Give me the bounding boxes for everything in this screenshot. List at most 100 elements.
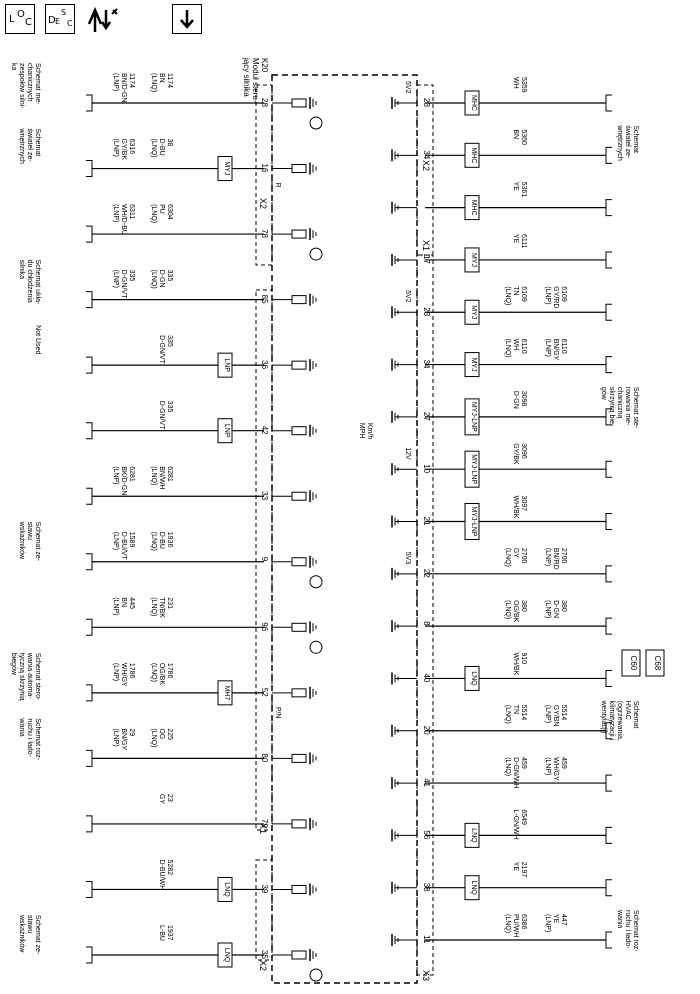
wire-label-lnp-line: 6311 — [128, 204, 135, 219]
pin-number-line: 34 — [422, 360, 431, 369]
option-box-lnq[interactable]: LNQ — [217, 876, 233, 902]
pin-number: 36 — [260, 360, 269, 369]
wire-label-lnq-line: (LNQ) — [504, 914, 511, 933]
circuit-block-label-line: świateł ze- — [624, 125, 631, 159]
option-box-mhc[interactable]: MHC — [464, 90, 480, 116]
wire-label-lnp-line: 1174 — [128, 73, 135, 88]
wire-label-lnq-line: D-GN/WH — [512, 757, 519, 789]
option-box-lnq[interactable]: LNQ — [464, 822, 480, 848]
pin-number: 23 — [422, 307, 431, 316]
wire-label-lnp-line: BN/GY — [552, 339, 559, 361]
option-box-myj[interactable]: MYJ — [217, 156, 233, 182]
wire-label-lnq: 1174BN(LNQ) — [150, 73, 173, 92]
wire-label-lnq-line: 3097 — [520, 496, 527, 512]
pin-number-line: 96 — [260, 622, 269, 631]
wire-label-lnp: 6281BK/D-GN(LNP) — [112, 466, 135, 495]
circuit-block-label-line: gów — [600, 387, 607, 401]
ground-symbol — [309, 228, 317, 241]
pin-number: 21 — [422, 517, 431, 526]
circuit-block-label: Schemat ze-stawuwskaźników — [18, 521, 41, 562]
option-box-lnp[interactable]: LNP — [217, 418, 233, 444]
location-button[interactable]: L O C — [5, 4, 35, 34]
wire-label-lnq: 3097WH/BK — [512, 496, 527, 519]
wire-label-lnp-line: BN — [120, 597, 127, 607]
option-box-lnp[interactable]: LNP — [217, 352, 233, 378]
wire-label-lnp-line: 6281 — [128, 466, 135, 482]
description-button[interactable]: D E S C — [45, 4, 75, 34]
option-box-lnq[interactable]: LNQ — [217, 942, 233, 968]
brake-icon — [309, 247, 323, 261]
pin-number: 85 — [260, 295, 269, 304]
ground-symbol — [309, 752, 317, 765]
option-box-mh7[interactable]: MH7 — [217, 680, 233, 706]
wire-label-lnq: 6304PU(LNQ) — [150, 204, 173, 223]
ground-symbol — [391, 149, 399, 162]
wire-label-lnq-line: (LNQ) — [150, 270, 157, 289]
right-circuit-40: 40 LNQ 910WH/BK — [391, 652, 612, 691]
option-c60-box[interactable] — [621, 649, 641, 677]
wire-label-lnq-line: TN/BK — [158, 597, 165, 618]
pin-number-line: 22 — [422, 569, 431, 578]
option-box-myj[interactable]: MYJ — [464, 352, 480, 378]
wire-label-lnq-line: D-GN — [512, 391, 519, 409]
wire-label-lnq-line: 1937 — [166, 925, 173, 941]
wire-label-lnq-line: WH — [512, 339, 519, 351]
wire-label-lnp: 6110BN/GY(LNP) — [544, 339, 567, 361]
option-box-lnq[interactable]: LNQ — [464, 875, 480, 901]
option-box-lnq[interactable]: LNQ — [464, 665, 480, 691]
connector-x1-strip — [255, 289, 273, 831]
option-box-myj[interactable]: MYJ — [464, 247, 480, 273]
wire-label-lnp-line: GY/RD — [552, 286, 559, 308]
connector-bracket — [605, 251, 612, 269]
ground-symbol — [309, 162, 317, 175]
loc-letter: C — [25, 17, 32, 28]
circuit-block-label-line: silnika — [18, 260, 25, 280]
pin-number-line: 8 — [422, 621, 431, 626]
option-box-mhc[interactable]: MHC — [464, 195, 480, 221]
option-box-label-line: LNQ — [470, 880, 477, 895]
connector-x3-strip — [416, 254, 434, 976]
wire-label-lnp-line: (LNP) — [112, 663, 119, 681]
pin-number-line: 10 — [422, 464, 431, 473]
option-box-label-line: MYJ — [223, 162, 230, 176]
wire-label-lnp-line: 5514 — [560, 705, 567, 721]
download-button[interactable] — [172, 4, 202, 34]
wire-label-lnp-line: (LNP) — [112, 204, 119, 222]
wire-label-lnp-line: 459 — [560, 757, 567, 769]
option-box-myj[interactable]: MYJ — [464, 299, 480, 325]
circuit-block-label-line: Schemat — [34, 129, 41, 157]
wire-label-lnq-line: OG — [158, 728, 165, 739]
fuel-icon — [309, 968, 323, 982]
circuit-block-label-line: rowania me- — [624, 387, 631, 426]
circuit-block-label: Schematświateł ze-wnętrznych — [18, 128, 41, 165]
wire-label-lnq-line: 335 — [166, 401, 173, 413]
option-box-mhc[interactable]: MHC — [464, 142, 480, 168]
ground-symbol — [391, 253, 399, 266]
option-c60-label: C60 — [629, 656, 638, 671]
signal-label: R — [274, 183, 281, 188]
circuit-block-label-line: Not Used — [34, 325, 41, 354]
option-box-label: MYJ-LNP — [470, 402, 477, 432]
wire-label-lnq-line: 3098 — [520, 391, 527, 407]
option-box-myj-lnp[interactable]: MYJ-LNP — [464, 503, 480, 540]
connector-bracket — [86, 880, 93, 898]
option-box-label: MYJ-LNP — [470, 454, 477, 484]
option-box-myj-lnp[interactable]: MYJ-LNP — [464, 450, 480, 488]
pin-number-line: 80 — [260, 753, 269, 762]
wire-label-lnq-line: OG/BK — [512, 600, 519, 623]
swap-tool-icon[interactable] — [86, 4, 120, 34]
module-title: K20 Moduł steru- jący silnika — [242, 57, 269, 105]
wire-label-lnq-line: 38 — [166, 139, 173, 147]
pin-number-line: 85 — [260, 295, 269, 304]
signal-label-line: Km/h — [366, 423, 373, 439]
circuit-block-label: Schemat ste-rowania me-chanicznąskrzynią… — [600, 387, 639, 429]
option-box-label-line: LNQ — [470, 671, 477, 686]
wire-label-lnq-line: (LNQ) — [150, 663, 157, 682]
option-c68-box[interactable] — [645, 649, 665, 677]
option-box-label-line: LNQ — [223, 882, 230, 897]
option-box-myj-lnp[interactable]: MYJ-LNP — [464, 398, 480, 436]
connector-bracket — [86, 291, 93, 309]
wire-label-lnq-line: GY/BK — [512, 443, 519, 465]
